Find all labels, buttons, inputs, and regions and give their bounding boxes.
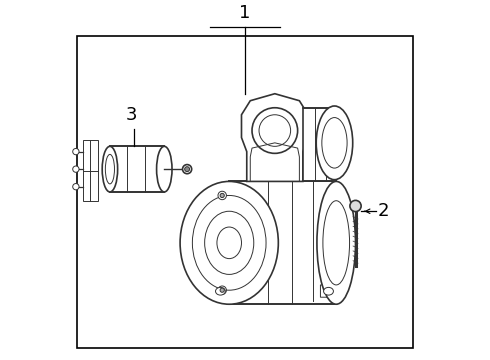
Ellipse shape: [73, 148, 79, 155]
Bar: [83, 140, 98, 202]
Ellipse shape: [218, 191, 226, 200]
Text: 2: 2: [378, 202, 389, 220]
Ellipse shape: [217, 227, 242, 258]
Text: 3: 3: [125, 106, 137, 124]
Bar: [229, 181, 336, 304]
Polygon shape: [320, 285, 338, 297]
Ellipse shape: [157, 146, 172, 192]
Bar: [303, 108, 336, 181]
Ellipse shape: [216, 287, 225, 295]
Ellipse shape: [220, 288, 224, 292]
Ellipse shape: [185, 167, 190, 172]
Ellipse shape: [317, 181, 356, 304]
Polygon shape: [242, 94, 308, 181]
Ellipse shape: [73, 184, 79, 190]
Bar: [76, 36, 414, 348]
Ellipse shape: [220, 193, 224, 198]
Ellipse shape: [350, 201, 361, 212]
Text: 1: 1: [239, 4, 251, 22]
Ellipse shape: [73, 166, 79, 172]
Ellipse shape: [259, 115, 291, 146]
Ellipse shape: [323, 287, 333, 295]
Ellipse shape: [105, 154, 115, 184]
Ellipse shape: [180, 181, 278, 304]
Ellipse shape: [323, 201, 349, 285]
Ellipse shape: [102, 146, 118, 192]
Ellipse shape: [322, 118, 347, 168]
Ellipse shape: [218, 286, 226, 294]
Bar: [110, 146, 164, 192]
Ellipse shape: [252, 108, 297, 153]
Ellipse shape: [316, 106, 353, 180]
Ellipse shape: [183, 165, 192, 174]
Polygon shape: [212, 285, 229, 297]
Ellipse shape: [193, 195, 266, 290]
Ellipse shape: [205, 211, 254, 274]
